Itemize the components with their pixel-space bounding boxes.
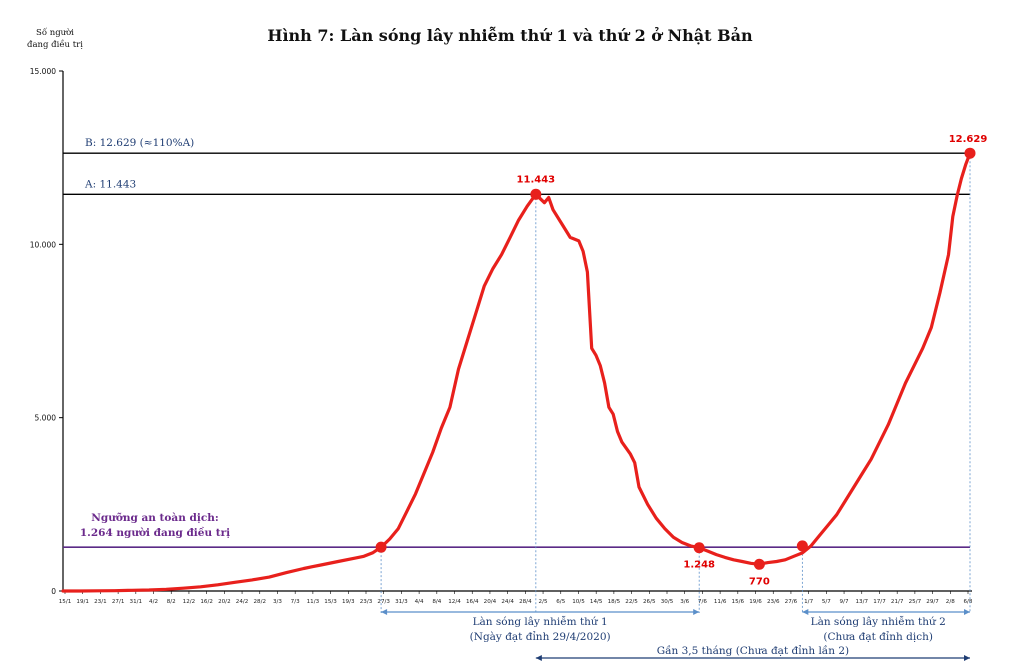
y-axis-label-line-2: đang điều trị	[27, 39, 83, 50]
annotation-label: (Ngày đạt đỉnh 29/4/2020)	[470, 630, 611, 643]
data-label: 12.629	[949, 134, 988, 145]
threshold-label-line-2: 1.264 người đang điều trị	[80, 526, 230, 539]
annotation-arrow-head-right	[964, 655, 970, 661]
x-tick-label: 23/6	[767, 599, 780, 605]
x-tick-label: 4/4	[415, 599, 424, 605]
x-tick-label: 8/4	[432, 599, 441, 605]
data-marker	[693, 542, 705, 554]
data-marker	[530, 188, 542, 200]
x-tick-label: 15/3	[324, 599, 337, 605]
x-tick-label: 17/7	[873, 599, 886, 605]
x-tick-label: 1/7	[804, 599, 813, 605]
y-tick-label: 10.000	[30, 240, 56, 249]
x-tick-label: 11/6	[714, 599, 727, 605]
data-marker	[375, 541, 387, 553]
x-tick-label: 23/3	[360, 599, 373, 605]
x-tick-label: 15/1	[59, 599, 72, 605]
x-tick-label: 30/5	[661, 599, 674, 605]
x-tick-label: 7/6	[698, 599, 707, 605]
y-axis-label-line-1: Số người	[36, 27, 74, 38]
x-tick-label: 9/7	[840, 599, 849, 605]
x-tick-label: 10/5	[572, 599, 585, 605]
x-tick-label: 12/4	[448, 599, 461, 605]
x-tick-label: 19/3	[342, 599, 355, 605]
x-tick-label: 24/4	[501, 599, 514, 605]
x-tick-label: 12/2	[183, 599, 196, 605]
x-tick-label: 22/5	[625, 599, 638, 605]
x-tick-label: 4/2	[149, 599, 158, 605]
x-tick-label: 24/2	[236, 599, 249, 605]
data-label: 770	[749, 576, 770, 587]
x-tick-label: 5/7	[822, 599, 831, 605]
x-tick-label: 8/2	[167, 599, 176, 605]
x-tick-label: 19/1	[76, 599, 89, 605]
x-tick-label: 11/3	[307, 599, 320, 605]
x-tick-label: 23/1	[94, 599, 107, 605]
x-tick-label: 14/5	[590, 599, 603, 605]
x-tick-label: 7/3	[291, 599, 300, 605]
x-tick-label: 2/8	[946, 599, 955, 605]
plot-area: 0 5.000 10.000 15.000 15/1 19/1 23/1 27/1 31/1 4/…	[30, 67, 988, 661]
x-tick-label: 27/1	[112, 599, 125, 605]
x-tick-label: 27/6	[785, 599, 798, 605]
x-tick-label: 15/6	[732, 599, 745, 605]
x-tick-label: 2/5	[539, 599, 548, 605]
x-tick-label: 16/2	[200, 599, 213, 605]
x-tick-label: 16/4	[466, 599, 479, 605]
reference-line-label: B: 12.629 (≈110%A)	[85, 137, 194, 149]
x-tick-label: 20/2	[218, 599, 231, 605]
x-tick-label: 19/6	[749, 599, 762, 605]
chart-title: Hình 7: Làn sóng lây nhiễm thứ 1 và thứ …	[267, 26, 753, 45]
reference-line-label: A: 11.443	[84, 178, 136, 190]
x-tick-label: 6/8	[963, 599, 972, 605]
annotation-label: Làn sóng lây nhiễm thứ 2	[811, 615, 946, 628]
y-tick-label: 0	[51, 587, 56, 596]
threshold-label-line-1: Ngưỡng an toàn dịch:	[91, 512, 218, 524]
annotation-label: Gần 3,5 tháng (Chưa đạt đỉnh lần 2)	[657, 644, 849, 657]
annotation-label: Làn sóng lây nhiễm thứ 1	[473, 615, 608, 628]
data-label: 1.248	[683, 560, 715, 571]
data-label: 11.443	[517, 174, 556, 185]
x-tick-label: 18/5	[608, 599, 621, 605]
x-tick-label: 13/7	[855, 599, 868, 605]
y-tick-label: 15.000	[30, 67, 56, 76]
annotation-arrow-head-right	[693, 609, 700, 615]
x-tick-label: 6/5	[556, 599, 565, 605]
x-tick-label: 25/7	[909, 599, 922, 605]
annotation-arrow-head-left	[535, 655, 542, 661]
series-line	[61, 151, 972, 593]
x-tick-label: 29/7	[926, 599, 939, 605]
data-marker	[753, 558, 765, 570]
x-tick-label: 21/7	[891, 599, 904, 605]
data-marker	[796, 540, 808, 552]
annotation-label: (Chưa đạt đỉnh dịch)	[823, 630, 933, 643]
x-tick-label: 28/4	[519, 599, 532, 605]
annotation-arrow-head-right	[964, 609, 970, 615]
x-tick-label: 31/3	[395, 599, 408, 605]
x-tick-label: 3/6	[680, 599, 689, 605]
x-tick-label: 27/3	[377, 599, 390, 605]
x-tick-label: 20/4	[484, 599, 497, 605]
x-tick-label: 26/5	[643, 599, 656, 605]
data-marker	[964, 147, 976, 159]
x-tick-label: 3/3	[273, 599, 282, 605]
y-tick-label: 5.000	[35, 414, 57, 423]
annotation-arrow-head-left	[802, 609, 809, 615]
x-tick-label: 28/2	[253, 599, 266, 605]
annotation-arrow-head-left	[381, 609, 388, 615]
x-tick-label: 31/1	[130, 599, 143, 605]
